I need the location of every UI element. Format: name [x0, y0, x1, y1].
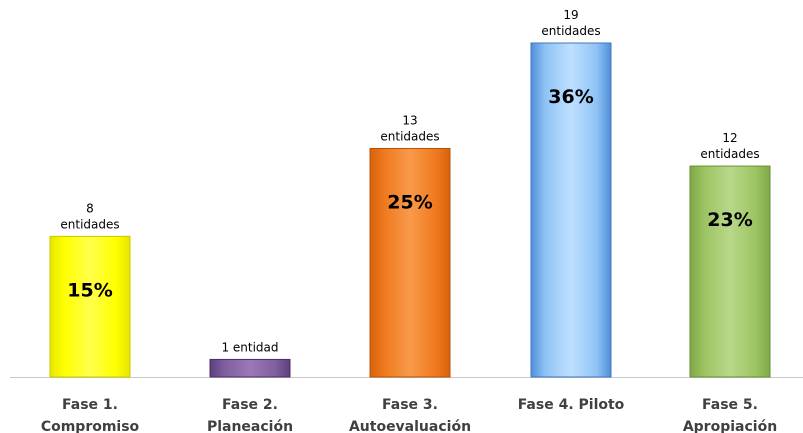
- category-label-5-line-2: Apropiación: [683, 419, 777, 433]
- bar-5-value-label-2: entidades: [700, 147, 759, 161]
- category-label-1-line-1: Fase 1.: [62, 397, 118, 413]
- bar-4-percent-label: 36%: [548, 86, 593, 108]
- bar-fase-4: [530, 42, 612, 378]
- bar-fase-5: [689, 165, 771, 378]
- bar-4-value-label-2: entidades: [541, 24, 600, 38]
- bar-fase-1: [49, 235, 131, 378]
- category-label-1-line-2: Compromiso: [41, 419, 140, 433]
- bar-fase-2: [209, 358, 291, 378]
- bar-1-value-label-1: 8: [86, 201, 94, 215]
- category-label-2-line-2: Planeación: [207, 419, 293, 433]
- bar-3-value-label-1: 13: [402, 113, 417, 127]
- bar-3-value-label-2: entidades: [380, 129, 439, 143]
- category-label-5-line-1: Fase 5.: [702, 397, 758, 413]
- bar-4-value-label-1: 19: [563, 8, 578, 22]
- bar-5-value-label-1: 12: [722, 131, 737, 145]
- bar-5-percent-label: 23%: [707, 209, 752, 231]
- bar-3-percent-label: 25%: [387, 191, 432, 213]
- bar-fase-3: [369, 147, 451, 378]
- category-label-4-line-1: Fase 4. Piloto: [518, 397, 625, 413]
- category-label-2-line-1: Fase 2.: [222, 397, 278, 413]
- bar-1-percent-label: 15%: [67, 279, 112, 301]
- bar-2-value-label-1: 1 entidad: [221, 340, 278, 354]
- bar-1-value-label-2: entidades: [60, 217, 119, 231]
- category-label-3-line-2: Autoevaluación: [349, 419, 471, 433]
- category-label-3-line-1: Fase 3.: [382, 397, 438, 413]
